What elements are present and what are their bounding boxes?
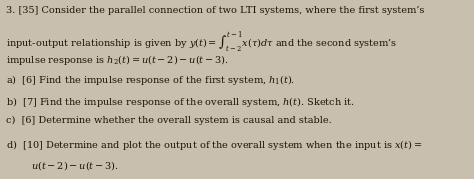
Text: 3. [35] Consider the parallel connection of two LTI systems, where the first sys: 3. [35] Consider the parallel connection… — [6, 6, 424, 15]
Text: b)  [7] Find the impulse response of the overall system, $h(t)$. Sketch it.: b) [7] Find the impulse response of the … — [6, 95, 355, 109]
Text: $u(t-2) - u(t-3)$.: $u(t-2) - u(t-3)$. — [31, 159, 118, 172]
Text: c)  [6] Determine whether the overall system is causal and stable.: c) [6] Determine whether the overall sys… — [6, 116, 331, 125]
Text: a)  [6] Find the impulse response of the first system, $h_1(t)$.: a) [6] Find the impulse response of the … — [6, 73, 295, 87]
Text: input-output relationship is given by $y(t) = \int_{t-2}^{t-1} x(\tau)d\tau$ and: input-output relationship is given by $y… — [6, 30, 397, 55]
Text: impulse response is $h_2(t) = u(t-2) - u(t-3)$.: impulse response is $h_2(t) = u(t-2) - u… — [6, 53, 228, 67]
Text: d)  [10] Determine and plot the output of the overall system when the input is $: d) [10] Determine and plot the output of… — [6, 138, 422, 152]
